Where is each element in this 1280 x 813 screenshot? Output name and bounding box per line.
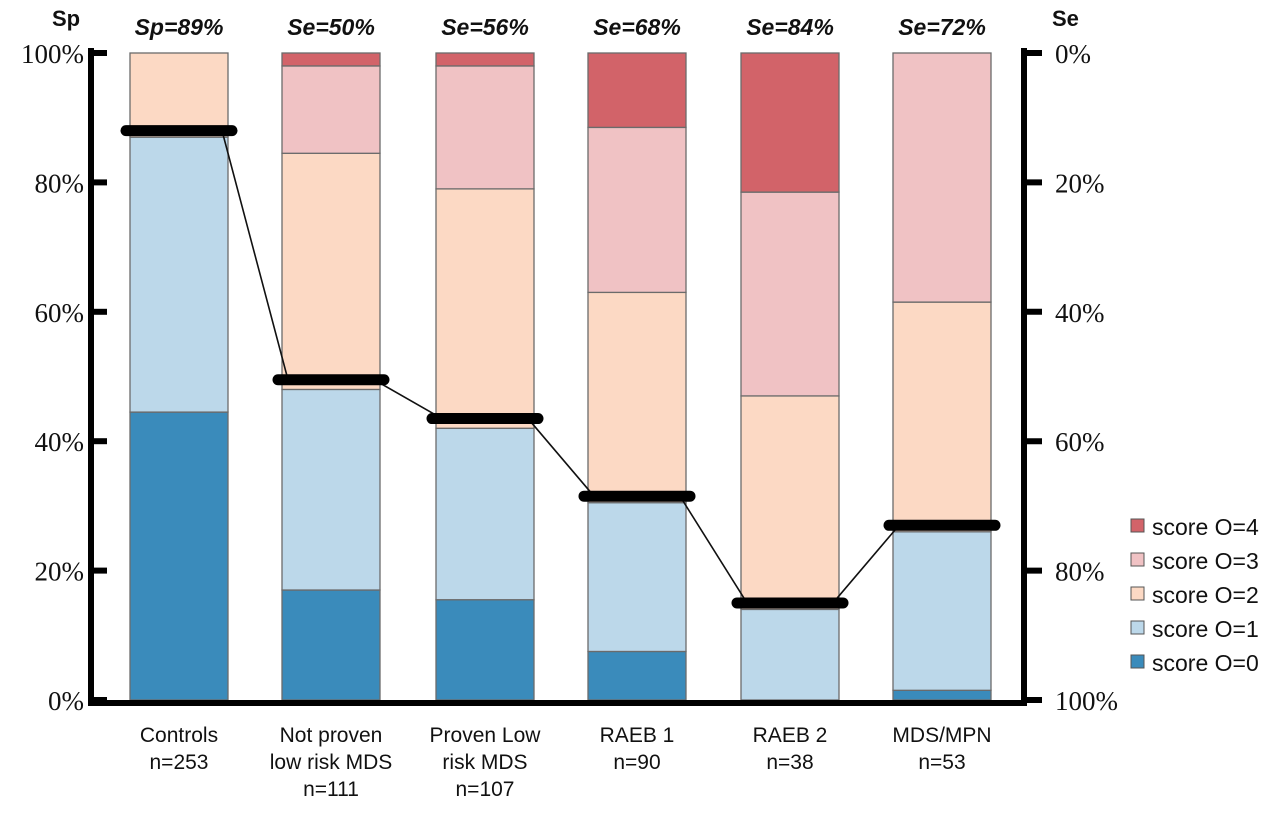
legend-label-1: score O=3	[1152, 548, 1259, 574]
legend: score O=4 score O=3 score O=2 score O=1 scor…	[1130, 514, 1259, 676]
right-tick-label-4: 20%	[1055, 168, 1105, 198]
left-tick-label-2: 40%	[35, 427, 85, 457]
category-label-0-line1: Controls	[140, 724, 218, 747]
left-tick-label-1: 20%	[35, 557, 85, 587]
bar-segment-4-1	[740, 608, 840, 701]
bar-segment-1-0	[281, 589, 381, 701]
bar-segment-5-3	[892, 52, 992, 303]
legend-label-2: score O=2	[1152, 582, 1259, 608]
bar-segment-3-4	[587, 52, 687, 129]
category-label-2-line2: risk MDS	[442, 751, 527, 774]
legend-swatch-0	[1130, 518, 1145, 533]
legend-swatch-1	[1130, 552, 1145, 567]
left-tick-label-5: 100%	[21, 39, 84, 69]
bar-segment-4-4	[740, 52, 840, 193]
legend-label-3: score O=1	[1152, 616, 1259, 642]
bar-segment-2-0	[435, 599, 535, 701]
bar-segment-4-2	[740, 395, 840, 611]
category-label-5-line1: MDS/MPN	[892, 724, 991, 747]
bar-segment-1-3	[281, 65, 381, 154]
bar-segment-3-1	[587, 502, 687, 653]
bar-header-3: Se=68%	[593, 14, 681, 40]
bar-header-0: Sp=89%	[135, 14, 224, 40]
bar-segment-2-2	[435, 188, 535, 429]
legend-label-4: score O=0	[1152, 650, 1259, 676]
bar-header-5: Se=72%	[898, 14, 986, 40]
bar-segment-2-4	[435, 52, 535, 67]
bar-segment-1-1	[281, 388, 381, 591]
legend-swatch-3	[1130, 620, 1145, 635]
bar-segment-2-3	[435, 65, 535, 190]
right-tick-label-3: 40%	[1055, 298, 1105, 328]
category-label-2-line1: Proven Low	[430, 724, 542, 747]
category-label-0-line2: n=253	[150, 751, 209, 774]
bar-segment-1-2	[281, 152, 381, 391]
bar-segment-5-0	[892, 689, 992, 701]
legend-swatch-2	[1130, 586, 1145, 601]
legend-label-0: score O=4	[1152, 514, 1259, 540]
bars-layer	[120, 52, 1001, 701]
right-tick-label-0: 100%	[1055, 686, 1118, 716]
bar-segment-5-1	[892, 531, 992, 691]
bar-segment-0-0	[129, 411, 229, 701]
category-label-3-line1: RAEB 1	[600, 724, 675, 747]
left-axis-title: Sp	[52, 6, 80, 31]
category-label-3-line2: n=90	[613, 751, 660, 774]
bar-segment-2-1	[435, 427, 535, 601]
category-label-1-line3: n=111	[303, 778, 359, 801]
left-tick-label-4: 80%	[35, 168, 85, 198]
bar-segment-5-2	[892, 301, 992, 533]
category-label-1-line1: Not proven	[280, 724, 383, 747]
right-tick-label-1: 80%	[1055, 557, 1105, 587]
left-tick-label-0: 0%	[48, 686, 84, 716]
bar-segment-3-3	[587, 126, 687, 294]
bar-segment-3-2	[587, 291, 687, 504]
bar-segment-1-4	[281, 52, 381, 67]
bar-header-4: Se=84%	[746, 14, 834, 40]
axes-layer	[88, 48, 1042, 706]
category-label-4-line2: n=38	[766, 751, 813, 774]
bar-segment-4-3	[740, 191, 840, 397]
labels-layer: 0% 100% 20% 80% 40% 60% 60% 40% 80% 20% 100% 0% Sp Se…	[21, 6, 1118, 801]
category-label-1-line2: low risk MDS	[270, 751, 393, 774]
bar-segment-0-1	[129, 136, 229, 413]
category-label-5-line2: n=53	[918, 751, 965, 774]
legend-swatch-4	[1130, 654, 1145, 669]
bar-segment-3-0	[587, 650, 687, 701]
bar-segment-0-2	[129, 52, 229, 138]
category-label-2-line3: n=107	[456, 778, 515, 801]
left-tick-label-3: 60%	[35, 298, 85, 328]
right-tick-label-5: 0%	[1055, 39, 1091, 69]
bar-header-2: Se=56%	[441, 14, 529, 40]
right-tick-label-2: 60%	[1055, 427, 1105, 457]
category-label-4-line1: RAEB 2	[753, 724, 828, 747]
right-axis-title: Se	[1052, 6, 1079, 31]
bar-header-1: Se=50%	[287, 14, 375, 40]
